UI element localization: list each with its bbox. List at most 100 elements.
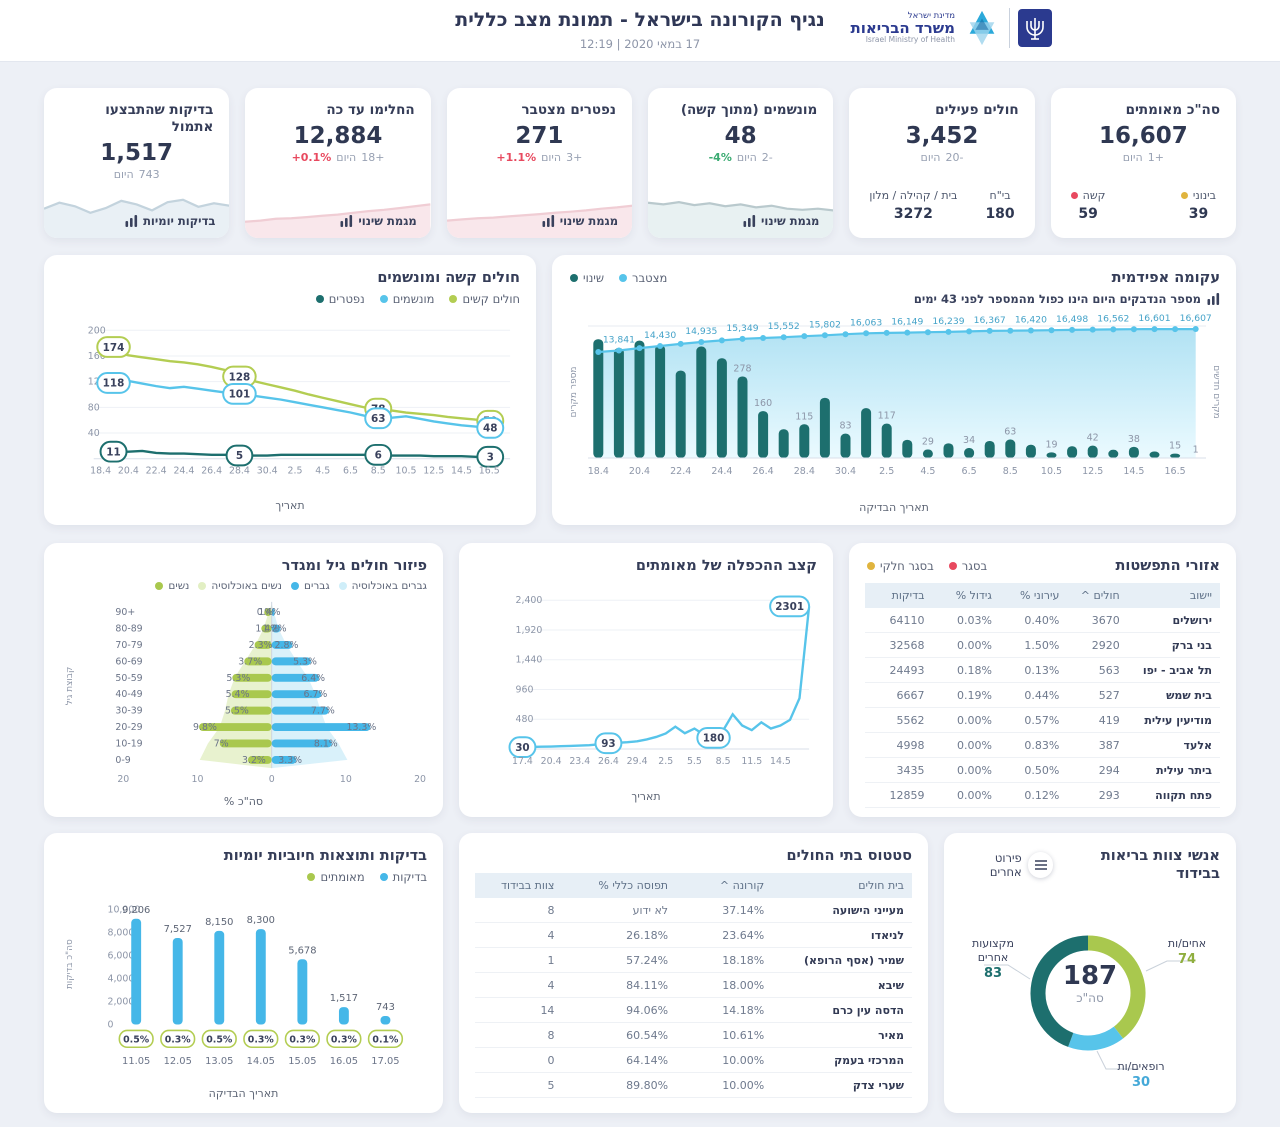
svg-text:480: 480 bbox=[516, 714, 534, 725]
table-row[interactable]: שערי צדק 10.00% 89.80% 5 bbox=[475, 1072, 912, 1099]
legend-item-0[interactable]: חולים קשים bbox=[449, 292, 520, 306]
table-row[interactable]: פתח תקווה 293 0.12% 0.00% 12859 bbox=[865, 782, 1220, 809]
severe-chart[interactable]: 4080120160200174128785911810163481156318… bbox=[60, 310, 520, 498]
legend-dot bbox=[379, 873, 388, 882]
legend-dot bbox=[379, 295, 388, 304]
kpi-link-5[interactable]: בדיקות יומיות bbox=[125, 214, 215, 228]
column-header[interactable]: בדיקות bbox=[865, 583, 933, 609]
kpi-delta: 2- היום -4% bbox=[708, 150, 773, 164]
svg-text:16.5: 16.5 bbox=[1165, 466, 1186, 477]
others-detail-button[interactable]: פירוט אחרים bbox=[960, 851, 1054, 879]
svg-text:16,607: 16,607 bbox=[1180, 313, 1212, 324]
kpi-card-1[interactable]: חולים פעילים 3,452 20- היום בי"ח 180 בית / קהי… bbox=[849, 88, 1035, 238]
epidemic-legend: מצטבר שינוי bbox=[570, 271, 667, 285]
table-row[interactable]: בני ברק 2920 1.50% 0.00% 32568 bbox=[865, 632, 1220, 659]
table-row[interactable]: שיבא 18.00% 84.11% 4 bbox=[475, 972, 912, 999]
table-row[interactable]: מודיעין עילית 419 0.57% 0.00% 5562 bbox=[865, 707, 1220, 734]
legend-item-1[interactable]: מאומתים bbox=[307, 870, 365, 884]
svg-text:11.05: 11.05 bbox=[122, 1056, 150, 1067]
svg-text:10-19: 10-19 bbox=[115, 739, 142, 750]
hamburger-icon[interactable] bbox=[1027, 852, 1054, 879]
column-header[interactable]: קורונה ^ bbox=[676, 873, 773, 899]
kpi-card-3[interactable]: נפטרים מצטבר 271 3+ היום +1.1% מגמת שינוי bbox=[446, 88, 633, 238]
svg-text:1: 1 bbox=[1193, 445, 1199, 456]
svg-text:19: 19 bbox=[1045, 440, 1057, 451]
table-row[interactable]: שמיר (אסף הרופא) 18.18% 57.24% 1 bbox=[475, 947, 912, 974]
hospitals-status-title: סטטוס בתי החולים bbox=[786, 848, 912, 864]
svg-text:743: 743 bbox=[376, 1002, 395, 1013]
legend-item-0[interactable]: גברים באוכלוסיה bbox=[338, 580, 427, 592]
kpi-link-3[interactable]: מגמת שינוי bbox=[542, 214, 618, 228]
svg-text:4,000: 4,000 bbox=[107, 974, 134, 985]
table-row[interactable]: ירושלים 3670 0.40% 0.03% 64110 bbox=[865, 608, 1220, 634]
epidemic-chart[interactable]: 278 160 115 83 117 29 34 63 19 42 38 15 1 13,841 14,43… bbox=[568, 310, 1220, 500]
hospitals-table: בית חולים קורונה ^ תפוסה כללי % צוות בבידוד… bbox=[475, 873, 912, 1099]
column-header[interactable]: עירוני % bbox=[999, 583, 1068, 609]
svg-text:115: 115 bbox=[795, 411, 813, 422]
column-header[interactable]: תפוסה כללי % bbox=[562, 873, 677, 899]
doubling-chart[interactable]: 480 960 1,440 1,920 2,400 30 93 180 2301 17.4 20.4… bbox=[475, 579, 817, 789]
legend-dot bbox=[338, 582, 347, 591]
column-header[interactable]: יישוב bbox=[1127, 583, 1220, 609]
legend-item-1[interactable]: שינוי bbox=[570, 271, 604, 285]
svg-text:15,552: 15,552 bbox=[768, 321, 800, 332]
table-row[interactable]: אלעד 387 0.83% 0.00% 4998 bbox=[865, 732, 1220, 759]
legend-item-1[interactable]: גברים bbox=[291, 580, 330, 592]
severe-x-axis-label: תאריך bbox=[275, 499, 305, 513]
svg-text:17.4: 17.4 bbox=[512, 756, 533, 767]
svg-text:14.05: 14.05 bbox=[247, 1056, 275, 1067]
table-row[interactable]: לניאדו 23.64% 26.18% 4 bbox=[475, 922, 912, 949]
svg-text:30.4: 30.4 bbox=[257, 466, 278, 477]
table-row[interactable]: מעייני הישועה 37.14% לא ידוע 8 bbox=[475, 898, 912, 924]
svg-text:0: 0 bbox=[269, 774, 275, 785]
table-row[interactable]: תל אביב - יפו 563 0.13% 0.18% 24493 bbox=[865, 657, 1220, 684]
svg-text:14.5: 14.5 bbox=[451, 466, 472, 477]
svg-text:80: 80 bbox=[88, 402, 100, 413]
kpi-card-0[interactable]: סה"כ מאומתים 16,607 1+ היום בינוני 39 קשה 59 bbox=[1050, 88, 1236, 238]
svg-text:1%: 1% bbox=[258, 607, 273, 618]
svg-text:11.5: 11.5 bbox=[741, 756, 762, 767]
table-row[interactable]: המרכזי בעמק 10.00% 64.14% 0 bbox=[475, 1047, 912, 1074]
svg-text:38: 38 bbox=[1128, 434, 1140, 445]
kpi-card-4[interactable]: החלימו עד כה 12,884 18+ היום +0.1% מגמת שינוי bbox=[245, 88, 431, 238]
age-gender-x-axis-label: סה"כ % bbox=[223, 794, 264, 808]
moh-star-icon bbox=[969, 10, 995, 46]
staff-isolation-card: אנשי צוות בריאות בבידוד פירוט אחרים 187 ס… bbox=[944, 833, 1236, 1113]
daily-tests-chart[interactable]: 0 2,000 4,000 6,000 8,000 10,000 9,206 0.5% 11.0… bbox=[60, 888, 427, 1086]
kpi-sparkline bbox=[446, 204, 633, 238]
svg-text:2.5: 2.5 bbox=[287, 466, 302, 477]
kpi-card-5[interactable]: בדיקות שהתבצעו אתמול 1,517 743 היום בדיקות י… bbox=[44, 88, 230, 238]
legend-item-0[interactable]: מצטבר bbox=[619, 271, 667, 285]
column-header[interactable]: בית חולים bbox=[772, 873, 912, 899]
svg-text:5: 5 bbox=[236, 450, 243, 462]
legend-item-3[interactable]: נשים bbox=[155, 580, 189, 592]
legend-item-2[interactable]: נשים באוכלוסיה bbox=[198, 580, 282, 592]
kpi-link-4[interactable]: מגמת שינוי bbox=[340, 214, 417, 228]
legend-item-1[interactable]: בסגר חלקי bbox=[867, 559, 934, 573]
kpi-link-2[interactable]: מגמת שינוי bbox=[743, 214, 819, 228]
svg-text:12.5: 12.5 bbox=[423, 466, 444, 477]
age-gender-card: פיזור חולים גיל ומגדר גברים באוכלוסיה גבר… bbox=[44, 543, 443, 817]
table-row[interactable]: בית שמש 527 0.44% 0.19% 6667 bbox=[865, 682, 1220, 709]
table-row[interactable]: הדסה עין כרם 14.18% 94.06% 14 bbox=[475, 997, 912, 1024]
kpi-card-2[interactable]: מונשמים (מתוך קשה) 48 2- היום -4% מגמת שינוי bbox=[648, 88, 834, 238]
svg-text:22.4: 22.4 bbox=[670, 466, 691, 477]
svg-text:14,430: 14,430 bbox=[644, 330, 676, 341]
legend-item-0[interactable]: בדיקות bbox=[379, 870, 427, 884]
table-row[interactable]: ביתר עילית 294 0.50% 0.00% 3435 bbox=[865, 757, 1220, 784]
column-header[interactable]: חולים ^ bbox=[1067, 583, 1128, 609]
legend-item-2[interactable]: נפטרים bbox=[315, 292, 365, 306]
table-row[interactable]: מאיר 10.61% 60.54% 8 bbox=[475, 1022, 912, 1049]
staff-donut-chart[interactable]: 187 סה"כ אחים/ות 74 רופאים/ות 30 מקצועות אחרים… bbox=[960, 897, 1220, 1093]
age-gender-legend: גברים באוכלוסיה גברים נשים באוכלוסיה נשים bbox=[60, 580, 427, 592]
svg-text:2.5: 2.5 bbox=[658, 756, 673, 767]
svg-text:15,802: 15,802 bbox=[809, 319, 841, 330]
legend-item-1[interactable]: מונשמים bbox=[379, 292, 434, 306]
svg-text:34: 34 bbox=[963, 435, 975, 446]
svg-text:26.4: 26.4 bbox=[201, 466, 222, 477]
legend-item-0[interactable]: בסגר bbox=[948, 559, 987, 573]
column-header[interactable]: צוות בבידוד bbox=[475, 873, 563, 899]
age-gender-chart[interactable]: +90 1% 0.4% 80-89 1.4% 1.2% 70-79 2.3% 2.8% 60-69… bbox=[60, 596, 427, 794]
daily-tests-x-axis-label: תאריך הבדיקה bbox=[208, 1086, 279, 1100]
column-header[interactable]: גידול % bbox=[932, 583, 1000, 609]
